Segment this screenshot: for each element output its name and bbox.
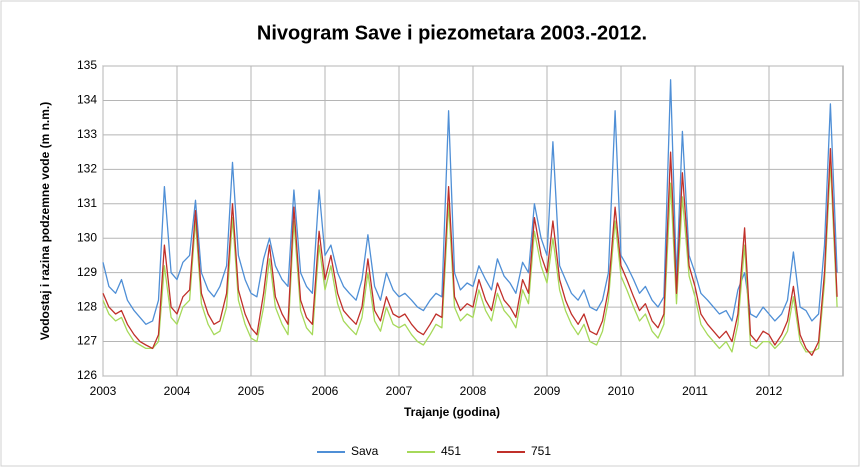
x-tick-label: 2011 bbox=[682, 384, 708, 398]
x-tick-label: 2010 bbox=[608, 384, 635, 398]
x-axis-label: Trajanje (godina) bbox=[404, 405, 500, 419]
legend-label: 751 bbox=[531, 444, 551, 458]
legend-label: 451 bbox=[441, 444, 461, 458]
series-line bbox=[102, 148, 838, 356]
y-tick-label: 133 bbox=[77, 127, 97, 141]
y-tick-label: 131 bbox=[77, 196, 97, 210]
y-tick-label: 126 bbox=[77, 368, 97, 382]
x-tick-label: 2008 bbox=[460, 384, 487, 398]
x-tick-label: 2009 bbox=[534, 384, 561, 398]
x-tick-label: 2004 bbox=[164, 384, 191, 398]
x-tick-label: 2012 bbox=[756, 384, 783, 398]
series-line bbox=[102, 79, 838, 325]
chart-title: Nivogram Save i piezometara 2003.-2012. bbox=[257, 22, 647, 44]
y-tick-label: 128 bbox=[77, 299, 97, 313]
x-tick-label: 2006 bbox=[312, 384, 339, 398]
y-tick-label: 130 bbox=[77, 230, 97, 244]
y-tick-label: 135 bbox=[77, 58, 97, 72]
y-axis-label: Vodostaj i razina podzemne vode (m n.m.) bbox=[38, 102, 52, 340]
x-tick-label: 2007 bbox=[386, 384, 413, 398]
y-tick-label: 134 bbox=[77, 93, 97, 107]
legend-label: Sava bbox=[351, 444, 379, 458]
y-tick-label: 129 bbox=[77, 265, 97, 279]
x-tick-label: 2005 bbox=[238, 384, 265, 398]
x-tick-label: 2003 bbox=[90, 384, 117, 398]
series-line bbox=[102, 161, 838, 353]
y-tick-label: 132 bbox=[77, 162, 97, 176]
y-tick-label: 127 bbox=[77, 334, 97, 348]
